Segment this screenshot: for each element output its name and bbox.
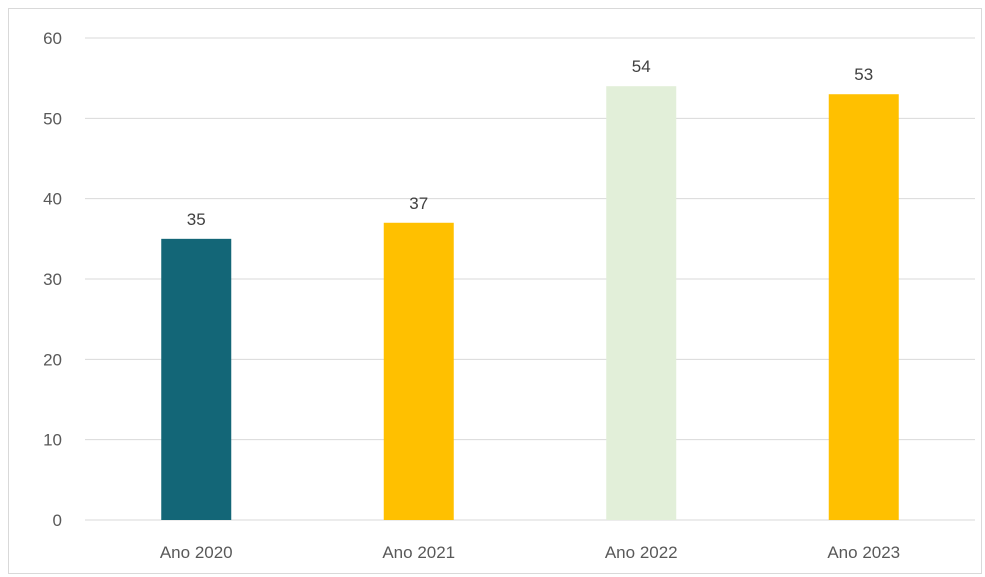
y-axis-ticks: 0 10 20 30 40 50 60 bbox=[43, 29, 62, 530]
x-category-label: Ano 2022 bbox=[605, 543, 678, 562]
data-label: 54 bbox=[632, 57, 651, 76]
x-axis-categories: Ano 2020 Ano 2021 Ano 2022 Ano 2023 bbox=[160, 543, 900, 562]
bar bbox=[828, 94, 899, 520]
y-tick-label: 20 bbox=[43, 350, 62, 369]
bars bbox=[161, 86, 899, 521]
y-tick-label: 30 bbox=[43, 270, 62, 289]
bar bbox=[606, 86, 677, 520]
gridlines bbox=[85, 37, 975, 521]
data-label: 35 bbox=[187, 210, 206, 229]
y-tick-label: 60 bbox=[43, 29, 62, 48]
bar bbox=[161, 238, 232, 521]
bar bbox=[383, 222, 454, 520]
x-category-label: Ano 2021 bbox=[382, 543, 455, 562]
x-category-label: Ano 2020 bbox=[160, 543, 233, 562]
y-tick-label: 50 bbox=[43, 109, 62, 128]
data-label: 53 bbox=[854, 65, 873, 84]
data-labels: 35 37 54 53 bbox=[187, 57, 873, 229]
y-tick-label: 40 bbox=[43, 190, 62, 209]
x-category-label: Ano 2023 bbox=[827, 543, 900, 562]
y-tick-label: 0 bbox=[53, 511, 62, 530]
y-tick-label: 10 bbox=[43, 431, 62, 450]
data-label: 37 bbox=[409, 194, 428, 213]
